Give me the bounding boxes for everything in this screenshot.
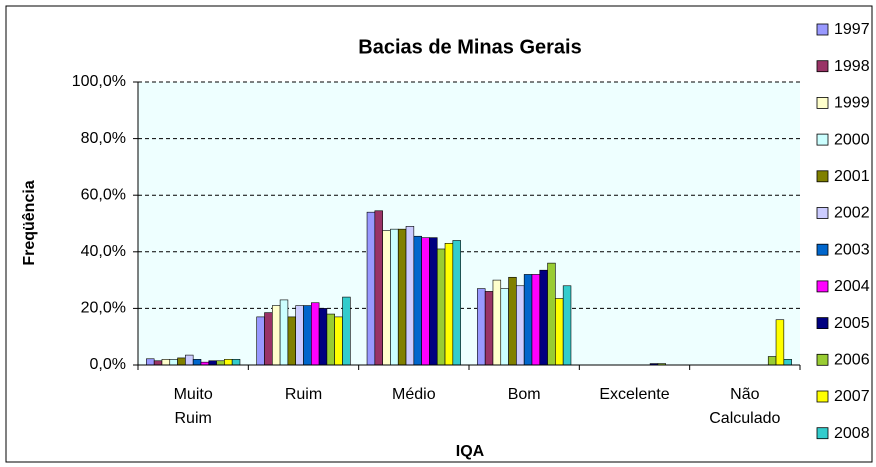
bar [192,359,202,366]
bar [303,305,312,366]
legend-label: 2007 [834,388,870,405]
bar [310,302,320,366]
bar [421,237,430,366]
bar [279,299,289,366]
bar [287,316,296,366]
x-tick-label: Ruim [284,386,323,403]
bar [555,298,564,366]
bar [208,360,217,366]
bar [318,308,328,366]
legend-swatch [816,390,829,403]
bar [334,316,343,366]
legend-swatch [816,23,829,36]
plot-area [138,82,800,365]
bar [397,228,407,366]
bar [523,274,533,366]
legend-label: 1998 [834,58,870,75]
bar [224,359,233,366]
bar [484,291,494,366]
legend-label: 2002 [834,205,870,222]
bar [413,235,422,366]
legend-label: 1997 [834,21,870,38]
bar [452,240,461,366]
y-tick-label: 60,0% [81,186,126,203]
bar [775,319,785,366]
x-axis-label: IQA [456,443,485,460]
bar [500,288,509,366]
bar [767,356,777,366]
bar [146,358,155,366]
bar [169,359,178,366]
x-tick-label: Médio [392,386,436,403]
bar [539,269,548,366]
legend-label: 2001 [834,168,870,185]
bar [436,248,446,366]
legend-label: 2006 [834,352,870,369]
legend-label: 2004 [834,278,870,295]
legend-swatch [816,207,829,219]
bar [508,276,517,366]
legend-label: 2000 [834,131,870,148]
legend-swatch [816,60,829,73]
bar [444,243,454,366]
bar [562,285,572,366]
bar [382,230,391,366]
bar [264,312,273,366]
bar [429,237,438,366]
x-tick-label: Bom [507,386,541,403]
legend-swatch [816,170,829,183]
bar [231,359,241,366]
bar [516,285,525,366]
legend-swatch [816,243,829,256]
bar [547,262,556,366]
chart-title: Bacias de Minas Gerais [358,36,581,58]
y-tick-label: 80,0% [81,130,126,147]
legend-swatch [816,317,829,330]
legend-swatch [816,427,829,440]
legend-label: 2003 [834,241,870,258]
legend-swatch [816,97,829,109]
bar [295,305,304,366]
x-tick-label: Excelente [599,386,670,403]
bar [177,357,186,366]
bar [185,354,194,366]
x-tick-label: Não Calculado [709,386,781,427]
legend-label: 1999 [834,95,870,112]
bar [405,226,415,366]
y-tick-label: 0,0% [90,356,126,373]
bar [366,211,376,366]
legend-swatch [816,133,829,146]
bar [390,228,399,366]
bar [153,360,163,366]
x-tick-label: Muito Ruim [173,386,213,427]
bar [477,288,486,366]
bar [342,296,351,366]
legend-swatch [816,353,829,366]
legend-label: 2005 [834,315,870,332]
bar [374,210,383,366]
bar [783,359,792,366]
y-tick-label: 100,0% [72,73,126,90]
y-axis-label: Freqüência [21,180,38,265]
bar [161,359,171,366]
y-tick-label: 40,0% [81,243,126,260]
bar [216,360,225,366]
bar [271,305,281,366]
bar [256,316,265,366]
bar [492,279,502,366]
legend-swatch [816,280,829,293]
bar [531,274,541,366]
bar [326,313,335,366]
y-tick-label: 20,0% [81,300,126,317]
legend-label: 2008 [834,425,870,442]
